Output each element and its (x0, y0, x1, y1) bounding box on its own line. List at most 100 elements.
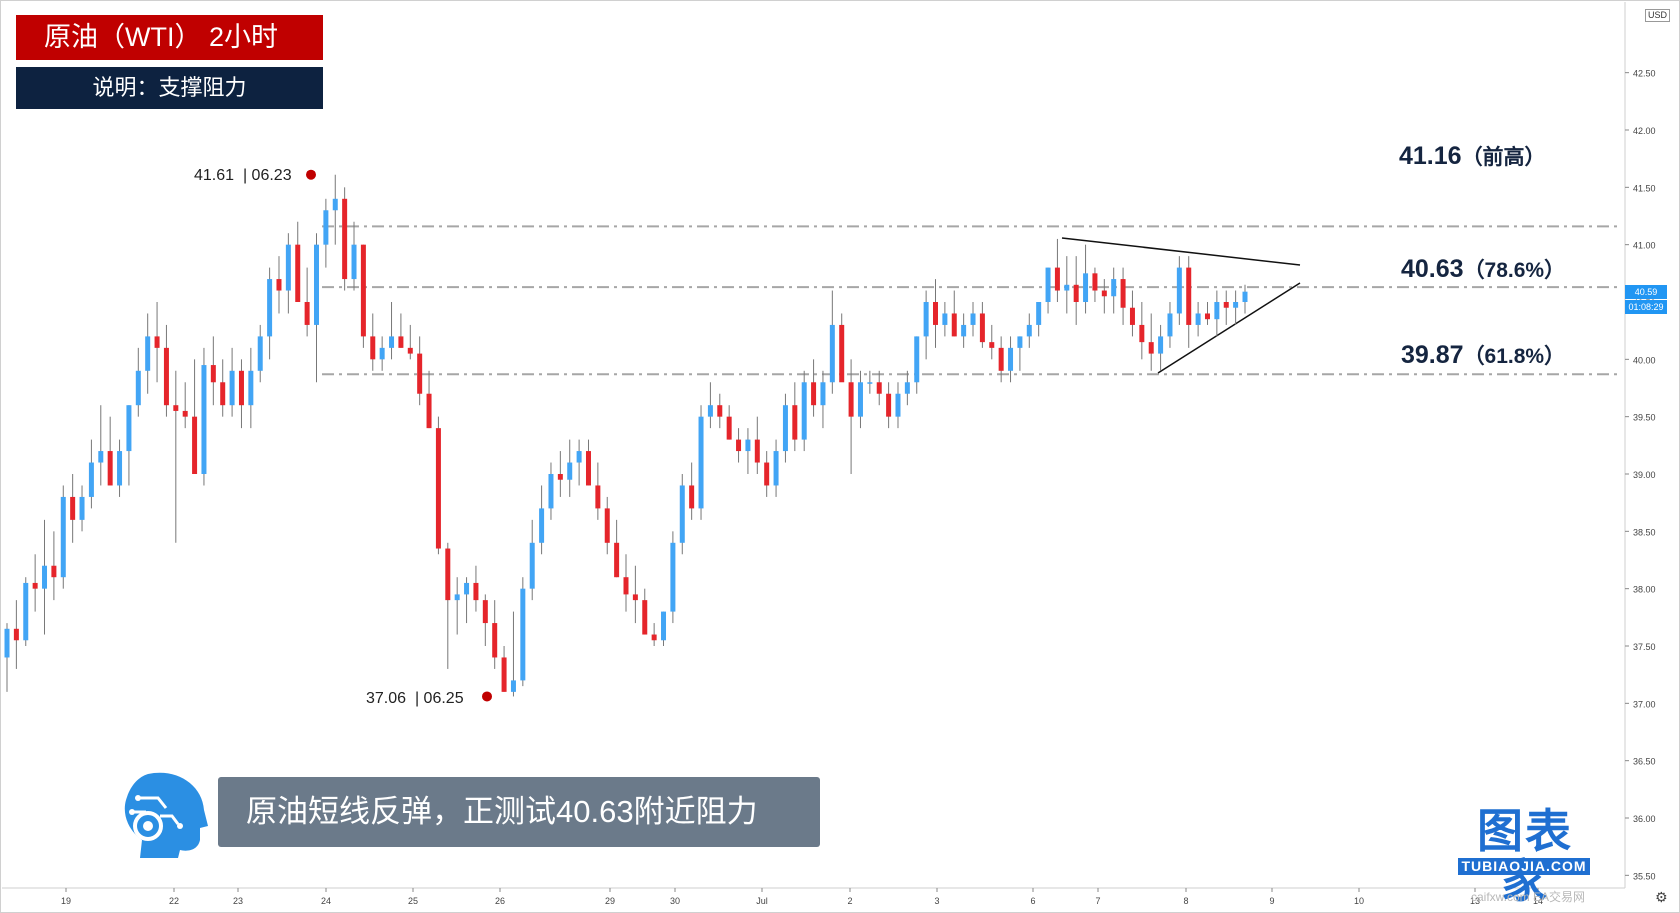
candle-down (501, 657, 507, 692)
level-value: 40.63 (1401, 255, 1464, 283)
candle-up (773, 451, 779, 486)
candle-up (1195, 313, 1201, 325)
candle-down (933, 302, 938, 325)
candle-up (98, 451, 104, 463)
candle-down (210, 365, 216, 383)
candle-down (154, 336, 160, 348)
watermark: caifxw.com EA交易网 (1471, 890, 1586, 904)
candle-up (1158, 336, 1164, 354)
candle-down (623, 577, 629, 595)
price-axis[interactable]: 35.50 36.00 36.50 37.00 37.50 38.00 38.50 39.00… (1624, 2, 1656, 888)
candle-up (464, 582, 470, 595)
time-tick-label: Jul (756, 896, 768, 906)
pin-price: 37.06 (366, 690, 407, 707)
price-tick-label: 42.00 (1633, 126, 1656, 136)
candle-up (257, 336, 263, 371)
time-tick-label: 19 (61, 896, 71, 906)
chart-title: 原油（WTI） 2小时 (16, 15, 323, 60)
caption-banner: 原油短线反弹，正测试40.63附近阻力 (218, 777, 820, 847)
price-tick-label: 39.00 (1633, 470, 1656, 480)
candle-down (848, 382, 854, 417)
triangle-lower-line (1157, 282, 1301, 374)
level-label-786: 40.63（78.6%） (1401, 254, 1565, 284)
level-label-618: 39.87（61.8%） (1401, 340, 1565, 370)
candle-up (314, 244, 319, 325)
chart-subtitle: 说明：支撑阻力 (16, 67, 323, 109)
candle-down (632, 594, 638, 601)
candle-up (567, 462, 573, 480)
candle-down (1148, 342, 1154, 354)
time-tick-label: 9 (1269, 896, 1274, 906)
candle-down (557, 474, 563, 480)
candle-up (201, 365, 207, 474)
price-tick-label: 36.50 (1633, 757, 1656, 767)
candle-down (642, 600, 648, 635)
candle-up (820, 382, 826, 406)
price-tick-label: 40.00 (1633, 355, 1656, 365)
candle-up (961, 324, 967, 337)
price-tick-label: 38.50 (1633, 527, 1656, 537)
candle-up (267, 279, 273, 337)
time-tick-label: 14 (1533, 896, 1543, 906)
candle-down (1054, 267, 1060, 291)
price-tick-label: 37.00 (1633, 699, 1656, 709)
candle-up (867, 382, 873, 384)
candle-up (520, 588, 526, 681)
candle-down (417, 353, 423, 394)
candle-up (117, 451, 123, 486)
candle-up (707, 405, 713, 417)
candle-up (389, 336, 395, 348)
level-note: （前高） (1461, 146, 1546, 169)
time-tick-label: 3 (934, 896, 939, 906)
candle-up (970, 313, 976, 325)
candle-down (585, 451, 591, 486)
time-tick-label: 2 (847, 896, 852, 906)
time-tick-label: 7 (1095, 896, 1100, 906)
candle-up (529, 542, 535, 589)
candle-down (1139, 324, 1145, 343)
candle-down (13, 628, 19, 641)
candle-up (782, 405, 788, 452)
gear-icon[interactable]: ⚙ (1655, 889, 1668, 905)
candle-down (989, 342, 995, 348)
level-note: （78.6%） (1463, 259, 1566, 282)
time-tick-label: 6 (1030, 896, 1035, 906)
candle-down (360, 244, 366, 337)
candle-down (192, 416, 198, 474)
candle-down (220, 382, 226, 406)
candle-down (998, 347, 1004, 371)
time-tick-label: 22 (169, 896, 179, 906)
candle-down (107, 451, 113, 486)
candle-down (764, 462, 770, 486)
price-tick-label: 37.50 (1633, 642, 1656, 652)
candle-up (229, 370, 235, 406)
candle-down (304, 302, 310, 325)
countdown-tag: 01:08:29 (1625, 300, 1667, 314)
candle-down (276, 279, 282, 291)
candle-up (145, 336, 151, 371)
candle-down (811, 382, 817, 406)
triangle-upper-line (1061, 237, 1301, 266)
candle-up (1214, 302, 1220, 320)
pin-price: 41.61 (194, 167, 235, 184)
candle-down (1186, 267, 1192, 325)
candle-down (426, 393, 432, 429)
candle-up (548, 474, 554, 509)
price-tick-label: 36.00 (1633, 814, 1656, 824)
pin-date: 06.23 (251, 167, 292, 184)
pin-markers (306, 169, 492, 702)
candle-up (323, 210, 329, 245)
time-axis[interactable]: 19 22 23 24 25 26 29 30 Jul 2 3 6 7 8 9 10 13 14 (2, 887, 1625, 906)
candle-up (745, 439, 751, 452)
candle-up (679, 485, 685, 543)
pin-marker-high (306, 169, 316, 180)
candle-up (1026, 324, 1032, 337)
candle-up (23, 582, 29, 641)
triangle-pattern (1061, 237, 1301, 374)
currency-label: USD (1645, 9, 1671, 22)
candle-down (595, 485, 601, 509)
candle-down (70, 496, 76, 520)
candle-down (951, 313, 957, 337)
candle-down (182, 410, 188, 417)
